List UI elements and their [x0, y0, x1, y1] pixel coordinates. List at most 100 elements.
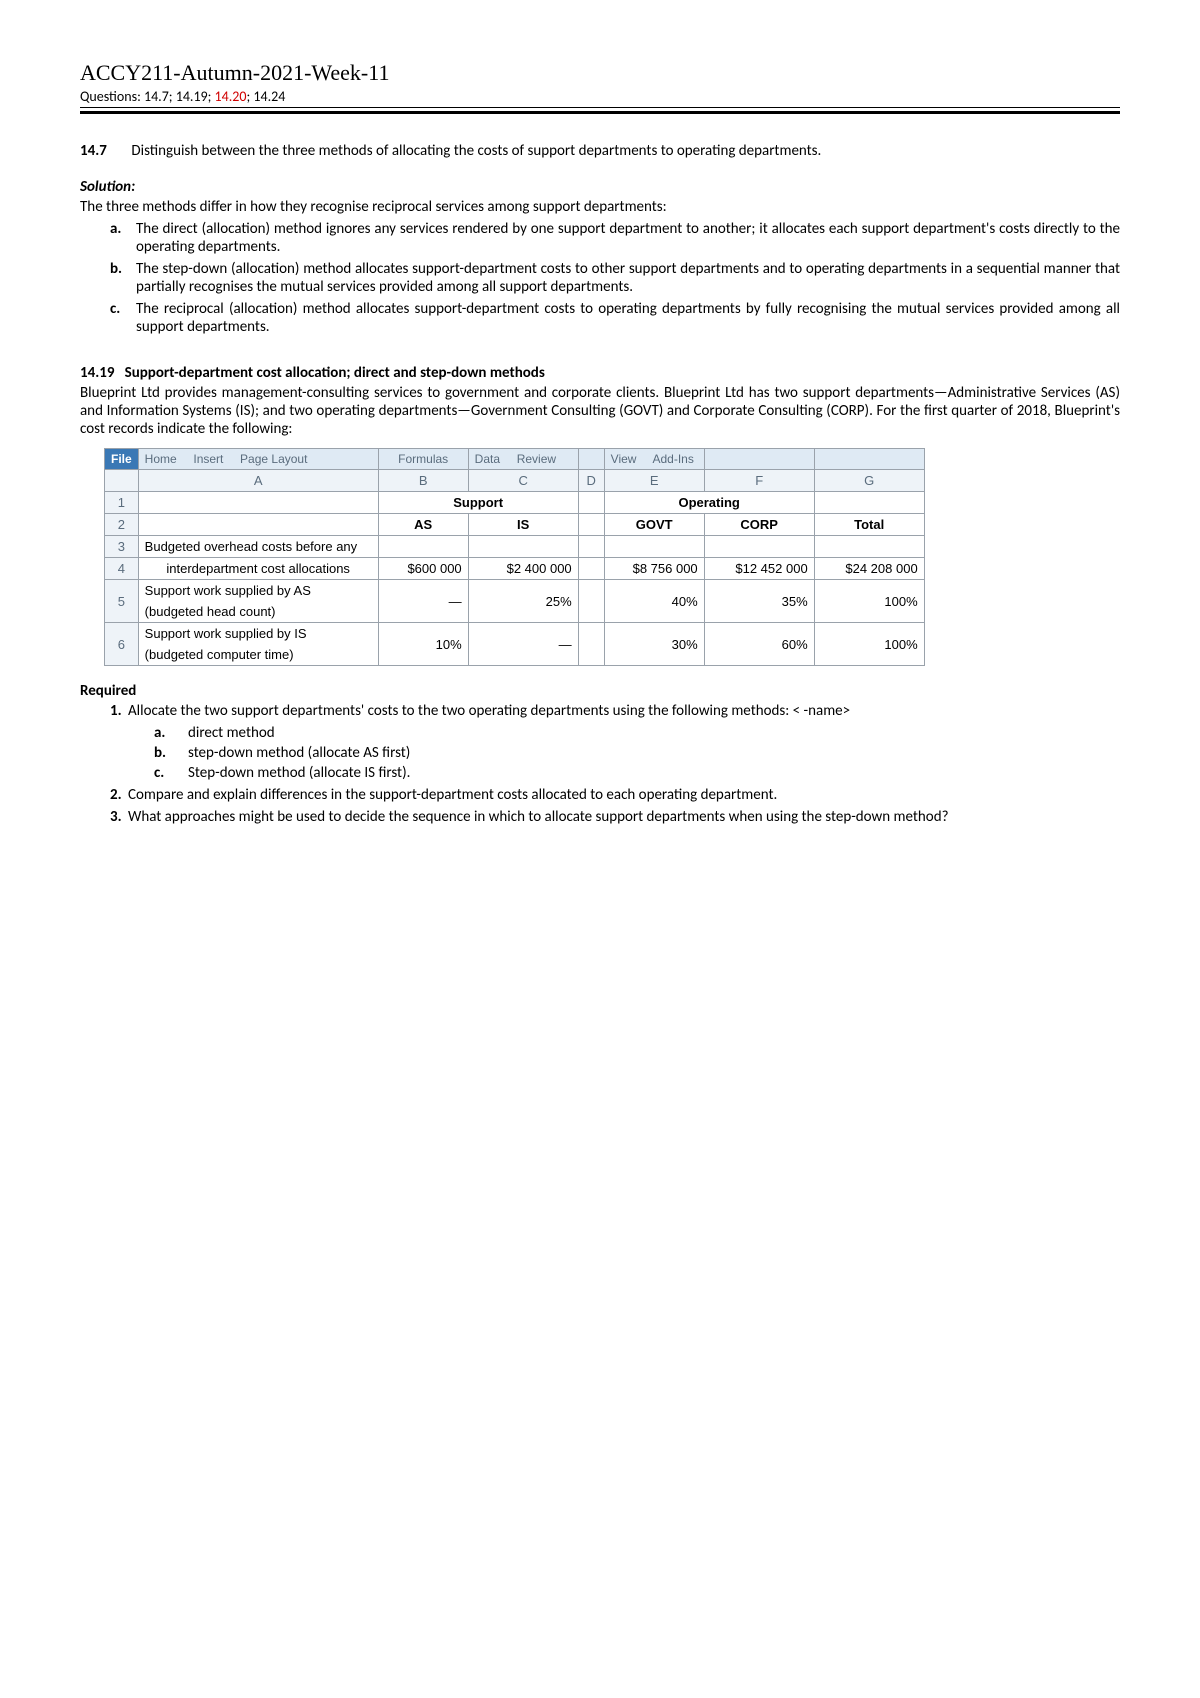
cell-g4[interactable]: $24 208 000: [814, 558, 924, 580]
cell-g6[interactable]: 100%: [814, 623, 924, 666]
solution-item-b: b. The step-down (allocation) method all…: [110, 260, 1120, 296]
rowhead-4[interactable]: 4: [105, 558, 139, 580]
rowhead-6[interactable]: 6: [105, 623, 139, 666]
cell-d6[interactable]: [578, 623, 604, 666]
required-item-1: 1. Allocate the two support departments'…: [110, 702, 1120, 782]
page-title: ACCY211-Autumn-2021-Week-11: [80, 60, 1120, 86]
col-b[interactable]: B: [378, 470, 468, 492]
cell-e5[interactable]: 40%: [604, 580, 704, 623]
ribbon-insert[interactable]: Insert: [193, 452, 223, 466]
req1-marker: 1.: [110, 702, 122, 720]
cell-f3[interactable]: [704, 536, 814, 558]
ribbon-formulas[interactable]: Formulas: [378, 449, 468, 470]
cell-c6[interactable]: —: [468, 623, 578, 666]
req3-marker: 3.: [110, 808, 122, 826]
ribbon-data-review[interactable]: Data Review: [468, 449, 578, 470]
rowhead-5[interactable]: 5: [105, 580, 139, 623]
table-row: 4 interdepartment cost allocations $600 …: [105, 558, 925, 580]
ribbon-addins[interactable]: Add-Ins: [652, 452, 693, 466]
cell-g5[interactable]: 100%: [814, 580, 924, 623]
solution-head: Solution:: [80, 178, 1120, 196]
cell-a4[interactable]: interdepartment cost allocations: [138, 558, 378, 580]
ribbon-view[interactable]: View: [611, 452, 637, 466]
req1b-text: step-down method (allocate AS first): [188, 744, 410, 762]
ribbon-home[interactable]: Home: [145, 452, 177, 466]
cell-e6[interactable]: 30%: [604, 623, 704, 666]
cell-g1[interactable]: [814, 492, 924, 514]
ribbon-pagelayout[interactable]: Page Layout: [240, 452, 307, 466]
cell-total-head[interactable]: Total: [814, 514, 924, 536]
cell-d1[interactable]: [578, 492, 604, 514]
questions-red: 14.20: [215, 88, 247, 105]
col-c[interactable]: C: [468, 470, 578, 492]
cell-g3[interactable]: [814, 536, 924, 558]
required-item-2: 2. Compare and explain differences in th…: [110, 786, 1120, 804]
col-a[interactable]: A: [138, 470, 378, 492]
col-f[interactable]: F: [704, 470, 814, 492]
marker-a: a.: [110, 220, 121, 238]
page-header: ACCY211-Autumn-2021-Week-11 Questions: 1…: [80, 60, 1120, 114]
spreadsheet-table: File Home Insert Page Layout Formulas Da…: [104, 448, 925, 666]
cell-a6[interactable]: (budgeted computer time): [138, 644, 378, 666]
cell-e3[interactable]: [604, 536, 704, 558]
required-item-3: 3. What approaches might be used to deci…: [110, 808, 1120, 826]
rowhead-3[interactable]: 3: [105, 536, 139, 558]
cell-b6[interactable]: 10%: [378, 623, 468, 666]
ribbon-blank2: [814, 449, 924, 470]
req1a: a. direct method: [154, 724, 1120, 742]
table-row: 6 Support work supplied by IS 10% — 30% …: [105, 623, 925, 645]
column-header-row: A B C D E F G: [105, 470, 925, 492]
cell-operating[interactable]: Operating: [604, 492, 814, 514]
solution-intro: The three methods differ in how they rec…: [80, 198, 1120, 216]
cell-f6[interactable]: 60%: [704, 623, 814, 666]
cell-govt-head[interactable]: GOVT: [604, 514, 704, 536]
q1419-title: Support-department cost allocation; dire…: [125, 364, 545, 382]
req1a-text: direct method: [188, 724, 275, 742]
cell-d3[interactable]: [578, 536, 604, 558]
cell-c3[interactable]: [468, 536, 578, 558]
cell-b5[interactable]: —: [378, 580, 468, 623]
cell-c4[interactable]: $2 400 000: [468, 558, 578, 580]
marker-c: c.: [110, 300, 120, 318]
rowhead-2[interactable]: 2: [105, 514, 139, 536]
table-row: 2 AS IS GOVT CORP Total: [105, 514, 925, 536]
cell-as-head[interactable]: AS: [378, 514, 468, 536]
cell-a2[interactable]: [138, 514, 378, 536]
cell-c5[interactable]: 25%: [468, 580, 578, 623]
question-14-19: 14.19 Support-department cost allocation…: [80, 364, 1120, 438]
col-e[interactable]: E: [604, 470, 704, 492]
cell-b3[interactable]: [378, 536, 468, 558]
cell-support[interactable]: Support: [378, 492, 578, 514]
cell-d4[interactable]: [578, 558, 604, 580]
solution-list: a. The direct (allocation) method ignore…: [80, 220, 1120, 336]
cell-d2[interactable]: [578, 514, 604, 536]
cell-d5[interactable]: [578, 580, 604, 623]
required-section: Required 1. Allocate the two support dep…: [80, 682, 1120, 826]
cell-b4[interactable]: $600 000: [378, 558, 468, 580]
ribbon-tabs[interactable]: Home Insert Page Layout: [138, 449, 378, 470]
cell-e4[interactable]: $8 756 000: [604, 558, 704, 580]
cell-is-head[interactable]: IS: [468, 514, 578, 536]
cell-a5[interactable]: (budgeted head count): [138, 601, 378, 623]
req1c: c. Step-down method (allocate IS first).: [154, 764, 1120, 782]
cell-f5[interactable]: 35%: [704, 580, 814, 623]
req3-text: What approaches might be used to decide …: [128, 808, 949, 826]
ribbon-file[interactable]: File: [105, 449, 139, 470]
cell-a6top[interactable]: Support work supplied by IS: [138, 623, 378, 645]
col-g[interactable]: G: [814, 470, 924, 492]
ribbon-data[interactable]: Data: [475, 452, 500, 466]
table-row: 3 Budgeted overhead costs before any: [105, 536, 925, 558]
ribbon-view-addins[interactable]: View Add-Ins: [604, 449, 704, 470]
rowhead-1[interactable]: 1: [105, 492, 139, 514]
question-14-7: 14.7 Distinguish between the three metho…: [80, 142, 1120, 160]
cell-corp-head[interactable]: CORP: [704, 514, 814, 536]
cell-a3[interactable]: Budgeted overhead costs before any: [138, 536, 378, 558]
cell-a5top[interactable]: Support work supplied by AS: [138, 580, 378, 602]
ribbon-review[interactable]: Review: [517, 452, 556, 466]
cell-f4[interactable]: $12 452 000: [704, 558, 814, 580]
solution-item-c: c. The reciprocal (allocation) method al…: [110, 300, 1120, 336]
solution-item-a: a. The direct (allocation) method ignore…: [110, 220, 1120, 256]
q147-text: Distinguish between the three methods of…: [131, 142, 1119, 160]
cell-a1[interactable]: [138, 492, 378, 514]
col-d[interactable]: D: [578, 470, 604, 492]
